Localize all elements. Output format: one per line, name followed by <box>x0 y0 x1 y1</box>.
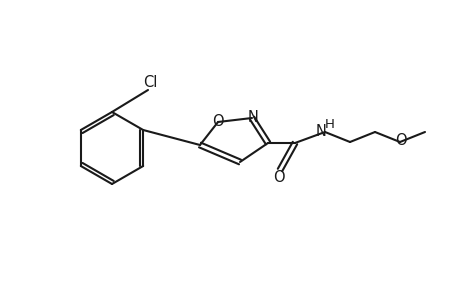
Text: N: N <box>247 110 258 124</box>
Text: O: O <box>212 113 224 128</box>
Text: O: O <box>394 133 406 148</box>
Text: O: O <box>273 170 284 185</box>
Text: N: N <box>315 124 326 139</box>
Text: H: H <box>325 118 334 130</box>
Text: Cl: Cl <box>142 74 157 89</box>
